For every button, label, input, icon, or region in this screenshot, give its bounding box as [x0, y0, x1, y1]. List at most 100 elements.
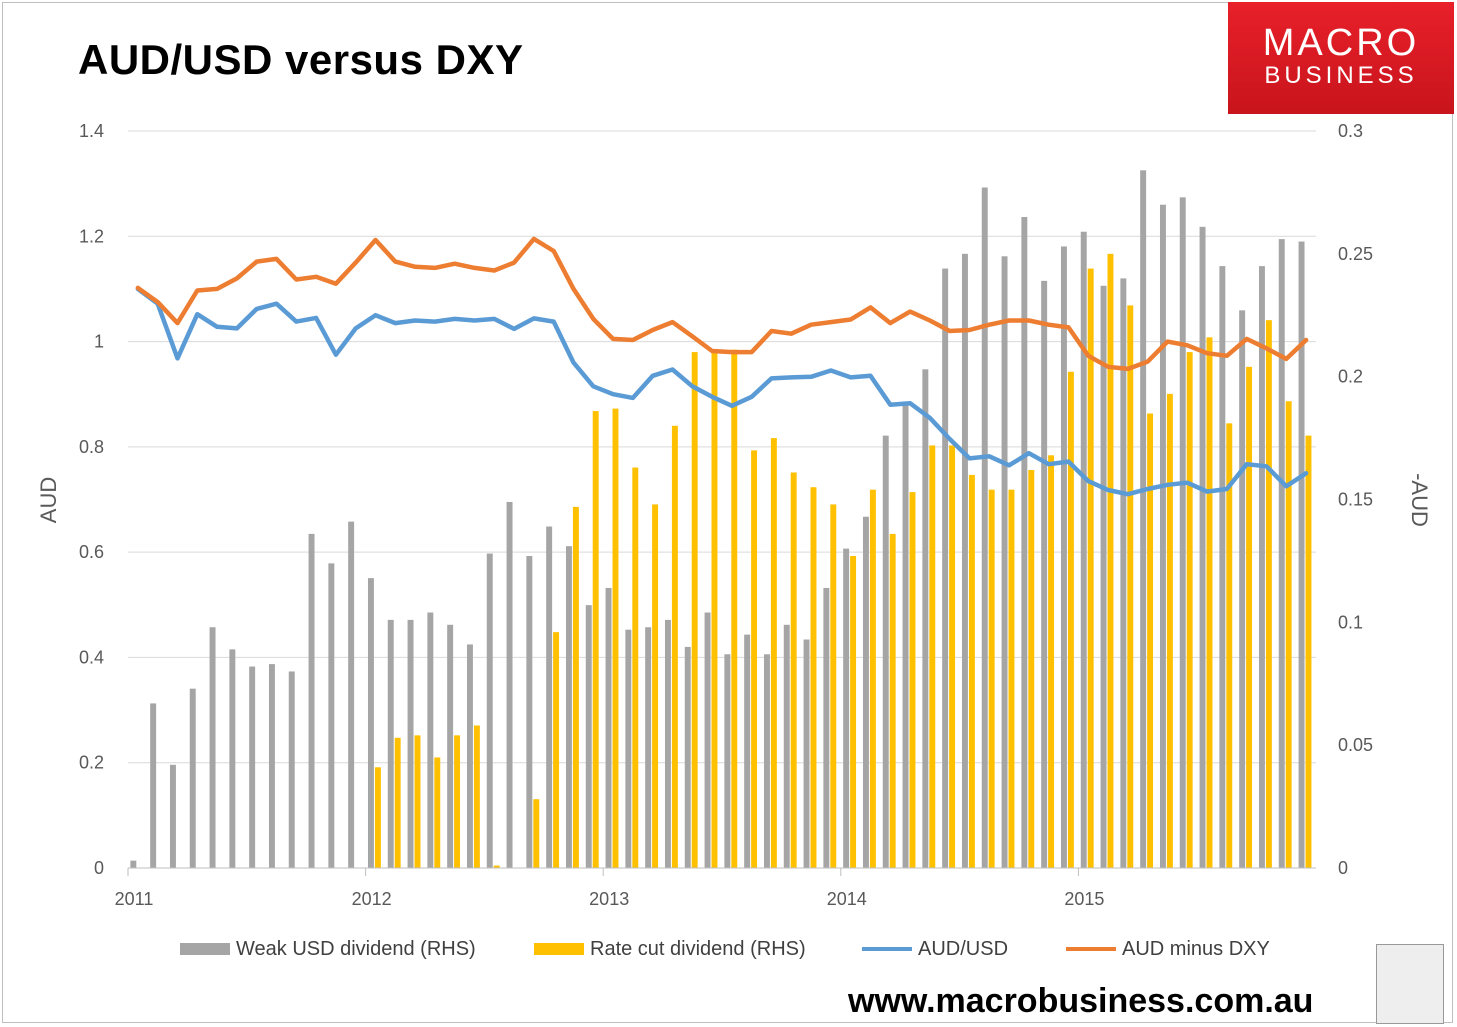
bar-weak-usd — [1060, 246, 1067, 869]
legend-label-weak-usd: Weak USD dividend (RHS) — [236, 937, 476, 960]
bar-rate-cut — [671, 425, 678, 868]
bar-weak-usd — [862, 516, 869, 868]
bar-weak-usd — [803, 639, 810, 868]
y-left-tick-label: 0.4 — [79, 647, 104, 667]
bar-rate-cut — [1028, 470, 1035, 868]
bar-weak-usd — [1278, 239, 1285, 869]
bar-weak-usd — [209, 627, 216, 868]
bar-rate-cut — [632, 467, 639, 868]
bar-weak-usd — [783, 624, 790, 868]
bar-weak-usd — [1140, 170, 1147, 869]
bar-weak-usd — [249, 666, 256, 868]
line-audusd — [135, 286, 1309, 497]
y-right-tick-label: 0.3 — [1338, 121, 1363, 141]
bar-weak-usd — [942, 268, 949, 868]
bar-weak-usd — [427, 612, 434, 868]
y-left-axis-title: AUD — [36, 477, 61, 523]
bar-rate-cut — [1246, 366, 1253, 868]
bar-weak-usd — [447, 624, 454, 868]
bar-weak-usd — [546, 526, 553, 868]
bar-rate-cut — [1166, 393, 1173, 868]
bar-weak-usd — [1159, 204, 1166, 868]
bar-weak-usd — [387, 619, 394, 868]
y-right-tick-label: 0.15 — [1338, 490, 1373, 510]
bar-rate-cut — [592, 411, 599, 868]
legend-swatch-weak-usd — [180, 943, 230, 955]
legend-item-weak-usd: Weak USD dividend (RHS) — [180, 936, 476, 962]
bar-weak-usd — [486, 553, 493, 868]
bar-weak-usd — [902, 403, 909, 868]
bar-weak-usd — [1001, 256, 1008, 868]
bar-rate-cut — [790, 472, 797, 868]
bar-weak-usd — [169, 764, 176, 868]
y-right-tick-label: 0 — [1338, 858, 1348, 878]
bar-rate-cut — [1087, 268, 1094, 868]
bar-rate-cut — [691, 352, 698, 869]
bar-weak-usd — [704, 612, 711, 868]
bar-rate-cut — [711, 352, 718, 869]
bar-weak-usd — [189, 688, 196, 868]
y-left-tick-label: 0.6 — [79, 542, 104, 562]
bar-rate-cut — [770, 438, 777, 868]
bar-weak-usd — [367, 578, 374, 868]
bar-rate-cut — [731, 349, 738, 869]
bar-weak-usd — [1041, 280, 1048, 868]
legend-label-aud-minus-dxy: AUD minus DXY — [1122, 937, 1270, 960]
x-tick-label: 2015 — [1064, 889, 1104, 909]
bar-rate-cut — [1305, 435, 1312, 868]
bar-weak-usd — [981, 187, 988, 869]
bar-rate-cut — [473, 725, 480, 868]
bar-rate-cut — [1147, 413, 1154, 868]
x-tick-label: 2012 — [352, 889, 392, 909]
bar-rate-cut — [869, 489, 876, 868]
bar-weak-usd — [407, 619, 414, 868]
bar-weak-usd — [744, 634, 751, 868]
bar-rate-cut — [850, 556, 857, 868]
bar-rate-cut — [810, 487, 817, 868]
website-url: www.macrobusiness.com.au — [848, 982, 1314, 1020]
x-tick-label: 2011 — [115, 889, 154, 909]
bar-weak-usd — [1258, 266, 1265, 868]
bar-rate-cut — [1127, 305, 1134, 868]
bar-rate-cut — [414, 735, 421, 868]
bar-rate-cut — [454, 735, 461, 868]
legend-swatch-rate-cut — [534, 943, 584, 955]
bar-weak-usd — [1239, 310, 1246, 868]
bar-weak-usd — [565, 546, 572, 868]
y-left-tick-label: 1.2 — [79, 226, 104, 246]
y-right-tick-label: 0.2 — [1338, 367, 1363, 387]
legend-label-rate-cut: Rate cut dividend (RHS) — [590, 937, 806, 960]
bar-weak-usd — [882, 435, 889, 868]
bar-weak-usd — [288, 671, 295, 868]
bar-weak-usd — [466, 644, 473, 868]
y-right-tick-label: 0.05 — [1338, 735, 1373, 755]
bar-rate-cut — [533, 799, 540, 868]
bar-rate-cut — [909, 492, 916, 868]
y-right-tick-label: 0.25 — [1338, 244, 1373, 264]
chart-title: AUD/USD versus DXY — [78, 36, 524, 83]
bar-rate-cut — [652, 504, 659, 868]
bar-weak-usd — [268, 664, 275, 868]
legend-item-audusd: AUD/USD — [862, 936, 1008, 962]
bar-weak-usd — [625, 629, 632, 868]
legend-swatch-aud-minus-dxy — [1066, 947, 1116, 951]
bar-weak-usd — [585, 605, 592, 868]
bar-weak-usd — [308, 533, 315, 868]
bar-weak-usd — [724, 654, 731, 868]
x-tick-label: 2013 — [589, 889, 629, 909]
bar-weak-usd — [1298, 241, 1305, 869]
bar-rate-cut — [394, 737, 401, 868]
bar-rate-cut — [1008, 489, 1015, 868]
legend-swatch-audusd — [862, 947, 912, 951]
y-left-tick-label: 1.4 — [79, 121, 104, 141]
bar-rate-cut — [988, 489, 995, 868]
bar-rate-cut — [374, 767, 381, 868]
bar-weak-usd — [1021, 216, 1028, 868]
bar-weak-usd — [506, 501, 513, 868]
bar-weak-usd — [664, 619, 671, 868]
bar-rate-cut — [553, 632, 560, 868]
bar-rate-cut — [572, 506, 579, 868]
x-tick-label: 2014 — [827, 889, 867, 909]
